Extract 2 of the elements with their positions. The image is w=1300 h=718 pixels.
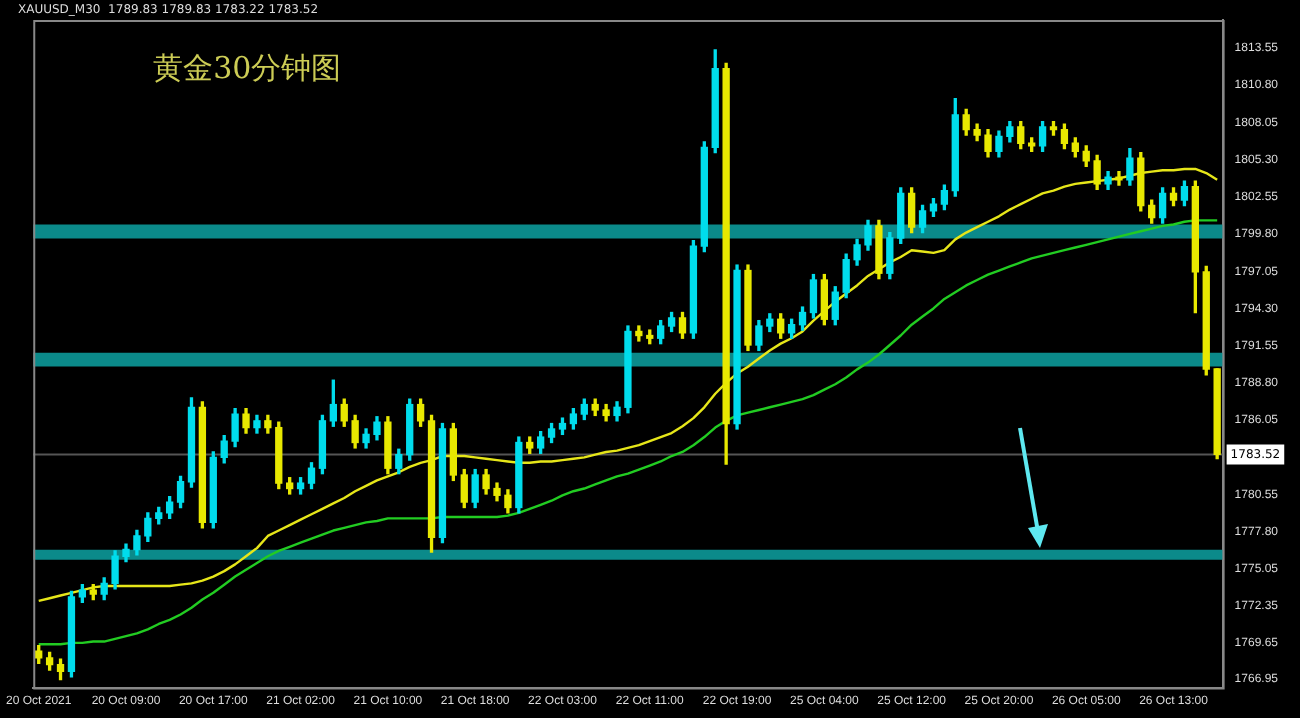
text: 黄金30分钟图 <box>153 49 342 86</box>
candlestick <box>1115 171 1123 186</box>
